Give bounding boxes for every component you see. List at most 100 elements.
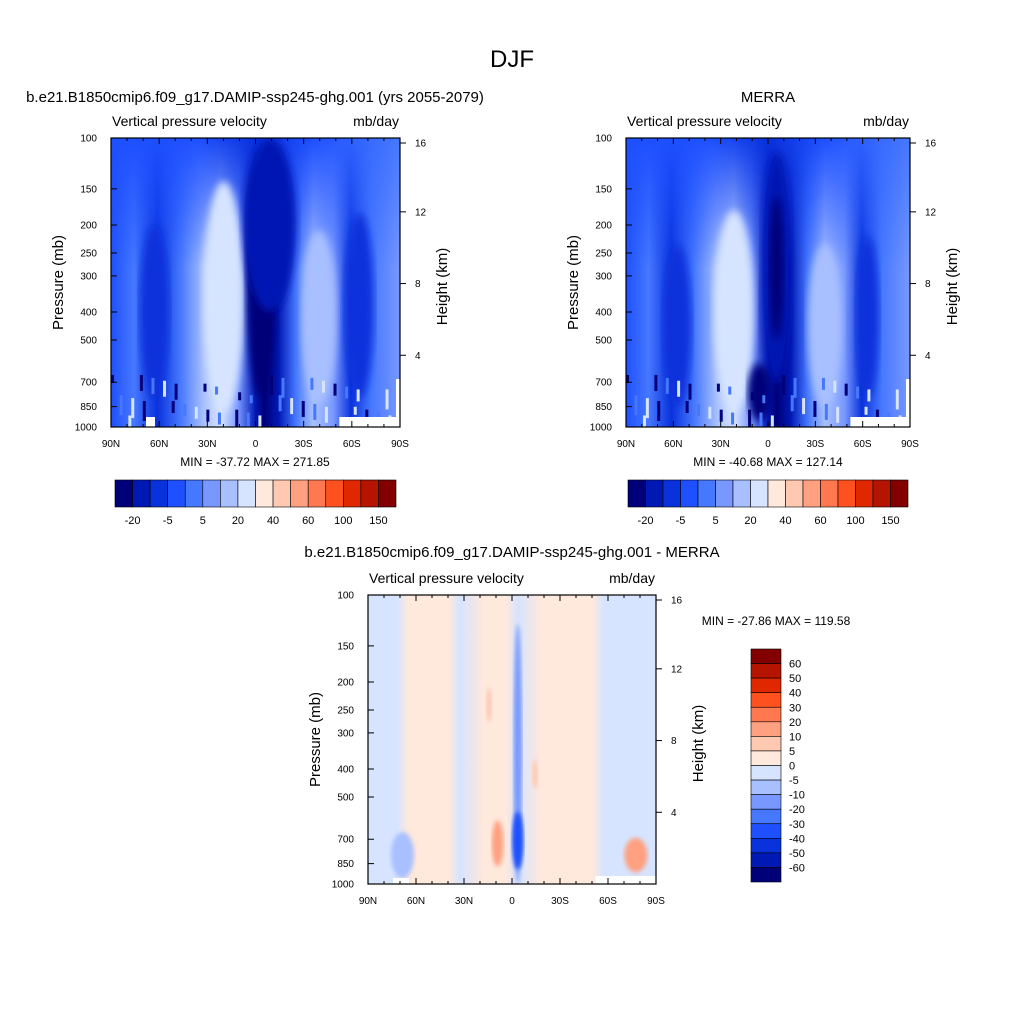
contour-region [215, 386, 219, 395]
colorbar-box [750, 867, 782, 883]
contour-region [665, 377, 669, 394]
topography-mask [146, 417, 155, 427]
y-tick-label: 700 [595, 378, 612, 389]
contour-region [391, 831, 415, 879]
y-tick-label: 850 [337, 859, 354, 870]
colorbar-box [855, 479, 874, 508]
y-tick-label: 850 [80, 402, 97, 413]
x-tick-label: 60S [343, 439, 361, 450]
colorbar-label: 20 [232, 515, 244, 527]
contour-region [131, 398, 135, 419]
contour-region [748, 363, 771, 422]
min-max-label: MIN = -37.72 MAX = 271.85 [180, 455, 330, 469]
contour-region [833, 380, 837, 393]
colorbar-label: 20 [789, 717, 801, 729]
contour-region [246, 412, 250, 427]
topography-mask [906, 379, 910, 427]
chart-panel-2: MERRA Vertical pressure velocity mb/day 100… [565, 89, 961, 527]
y-tick-label: 300 [595, 271, 612, 282]
height-tick-label: 4 [925, 351, 931, 362]
contour-region [290, 398, 294, 415]
min-max-label: MIN = -27.86 MAX = 119.58 [702, 614, 851, 628]
contour-field [626, 138, 910, 427]
y-tick-label: 700 [337, 835, 354, 846]
height-tick-label: 12 [415, 207, 427, 218]
contour-region [301, 400, 305, 417]
contour-region [856, 236, 879, 399]
colorbar-box [184, 479, 204, 508]
contour-region [345, 213, 374, 399]
contour-field [368, 595, 656, 884]
variable-label: Vertical pressure velocity [369, 570, 524, 586]
topography-mask [339, 417, 400, 427]
contour-region [793, 377, 797, 398]
colorbar-label: 150 [369, 515, 387, 527]
colorbar-box [750, 750, 782, 766]
colorbar-box [767, 479, 786, 508]
contour-region [643, 415, 647, 427]
colorbar-box [872, 479, 891, 508]
colorbar-label: 100 [334, 515, 352, 527]
height-tick-label: 12 [925, 207, 937, 218]
height-tick-label: 16 [415, 139, 427, 150]
colorbar-label: 60 [302, 515, 314, 527]
y-tick-label: 150 [595, 184, 612, 195]
height-tick-label: 4 [671, 808, 677, 819]
contour-region [657, 400, 661, 421]
contour-region [385, 389, 389, 410]
colorbar-box [785, 479, 804, 508]
colorbar-box [290, 479, 309, 508]
contour-region [654, 374, 658, 391]
colorbar-box [802, 479, 821, 508]
x-tick-label: 0 [509, 896, 515, 907]
colorbar-box [750, 852, 782, 868]
contour-region [258, 415, 262, 427]
contour-region [249, 395, 253, 404]
contour-region [281, 377, 285, 398]
contour-region [645, 398, 649, 419]
x-tick-label: 30S [806, 439, 824, 450]
x-tick-label: 60N [664, 439, 682, 450]
contour-region [836, 406, 840, 423]
colorbar-box [750, 721, 782, 737]
contour-region [512, 811, 524, 870]
y-tick-label: 300 [337, 728, 354, 739]
colorbar-box [732, 479, 751, 508]
colorbar-box [750, 779, 782, 795]
contour-region [226, 389, 230, 398]
x-tick-label: 60N [150, 439, 168, 450]
colorbar-box [325, 479, 344, 508]
y-tick-label: 700 [80, 378, 97, 389]
page-title: DJF [490, 46, 534, 73]
chart-title: MERRA [741, 89, 795, 106]
colorbar-label: -5 [789, 775, 799, 787]
chart-panel-3: b.e21.B1850cmip6.f09_g17.DAMIP-ssp245-gh… [304, 544, 850, 907]
colorbar-box [750, 838, 782, 854]
contour-region [677, 380, 681, 397]
contour-region [183, 403, 187, 416]
min-max-label: MIN = -40.68 MAX = 127.14 [693, 455, 843, 469]
contour-region [139, 374, 143, 391]
y-tick-label: 1000 [590, 423, 613, 434]
colorbar-label: -20 [789, 804, 805, 816]
x-tick-label: 0 [765, 439, 771, 450]
colorbar-box [149, 479, 168, 508]
y-tick-label: 100 [337, 591, 354, 602]
contour-region [844, 383, 848, 396]
colorbar-box [272, 479, 291, 508]
contour-region [875, 409, 879, 418]
contour-region [171, 400, 175, 413]
colorbar-box [220, 479, 239, 508]
contour-region [310, 377, 314, 390]
colorbar-box [114, 479, 133, 508]
topography-mask [595, 876, 656, 884]
colorbar-box [132, 479, 151, 508]
contour-region [217, 412, 221, 425]
colorbar-box [820, 479, 839, 508]
contour-region [128, 415, 132, 427]
contour-region [139, 224, 169, 399]
contour-region [532, 759, 538, 789]
colorbar-label: -10 [789, 790, 805, 802]
colorbar-box [202, 479, 221, 508]
